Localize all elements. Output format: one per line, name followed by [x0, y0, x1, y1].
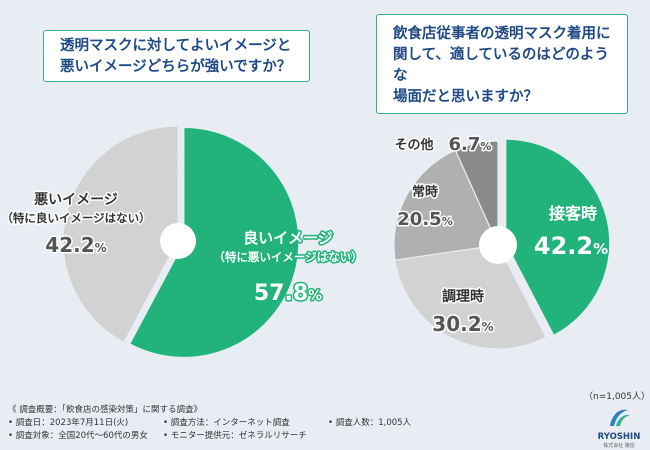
question-left-line1: 透明マスクに対してよいイメージと	[60, 38, 292, 54]
donut-scene-slice-2	[393, 149, 499, 261]
survey-method: • 調査方法：インターネット調査	[163, 418, 290, 428]
donut-scene-slice-0	[505, 138, 611, 337]
value-cooking: 30.2%	[432, 312, 493, 336]
survey-date: • 調査日：2023年7月11日(火)	[8, 418, 129, 428]
question-right-line3: 場面だと思いますか？	[393, 89, 538, 105]
logo-mark-icon	[610, 409, 630, 426]
logo-subtitle: 株式会社 陵信	[603, 443, 635, 449]
question-left-box: 透明マスクに対してよいイメージと 悪いイメージどちらが強いですか？	[43, 30, 310, 82]
logo-name: RYOSHIN	[597, 432, 641, 442]
label-always: 常時	[412, 184, 438, 200]
survey-provider: • モニター提供元：ゼネラルリサーチ	[163, 431, 307, 441]
donut-scene-slice-3	[454, 140, 499, 246]
survey-summary: 《 調査概要：「飲食店の感染対策」に関する調査》 • 調査日：2023年7月11…	[8, 404, 568, 443]
donut-scene-hole	[479, 226, 517, 264]
question-right-line2: 関して、適しているのはどのような	[393, 47, 609, 84]
value-good-image: 57.8%	[254, 281, 322, 306]
donut-chart-scene	[393, 138, 611, 350]
question-right-box: 飲食店従事者の透明マスク着用に 関して、適しているのはどのような 場面だと思いま…	[376, 14, 628, 114]
label-bad-image-sub: （特に良いイメージはない）	[1, 211, 150, 225]
donut-image-hole	[160, 223, 196, 259]
survey-target: • 調査対象：全国20代〜60代の男女	[8, 431, 148, 441]
label-serving: 接客時	[549, 204, 597, 223]
donut-chart-image	[62, 125, 300, 359]
sample-size-note: （n=1,005人）	[584, 392, 650, 402]
survey-heading: 《 調査概要：「飲食店の感染対策」に関する調査》	[8, 405, 202, 415]
label-bad-image: 悪いイメージ	[34, 192, 118, 208]
label-good-image-sub: （特に悪いイメージはない）	[213, 250, 362, 264]
label-good-image: 良いイメージ	[243, 229, 333, 247]
value-other: 6.7%	[449, 134, 492, 155]
question-right-line1: 飲食店従事者の透明マスク着用に	[393, 26, 611, 42]
donut-image-slice-0	[128, 126, 300, 359]
donut-image-slice-1	[62, 125, 179, 344]
company-logo: RYOSHIN 株式会社 陵信	[597, 406, 641, 449]
label-cooking: 調理時	[442, 288, 484, 305]
question-left-line2: 悪いイメージどちらが強いですか？	[60, 59, 292, 75]
survey-count: • 調査人数：1,005人	[328, 418, 412, 428]
donut-scene-slice-1	[394, 244, 547, 350]
label-other: その他	[394, 137, 433, 153]
